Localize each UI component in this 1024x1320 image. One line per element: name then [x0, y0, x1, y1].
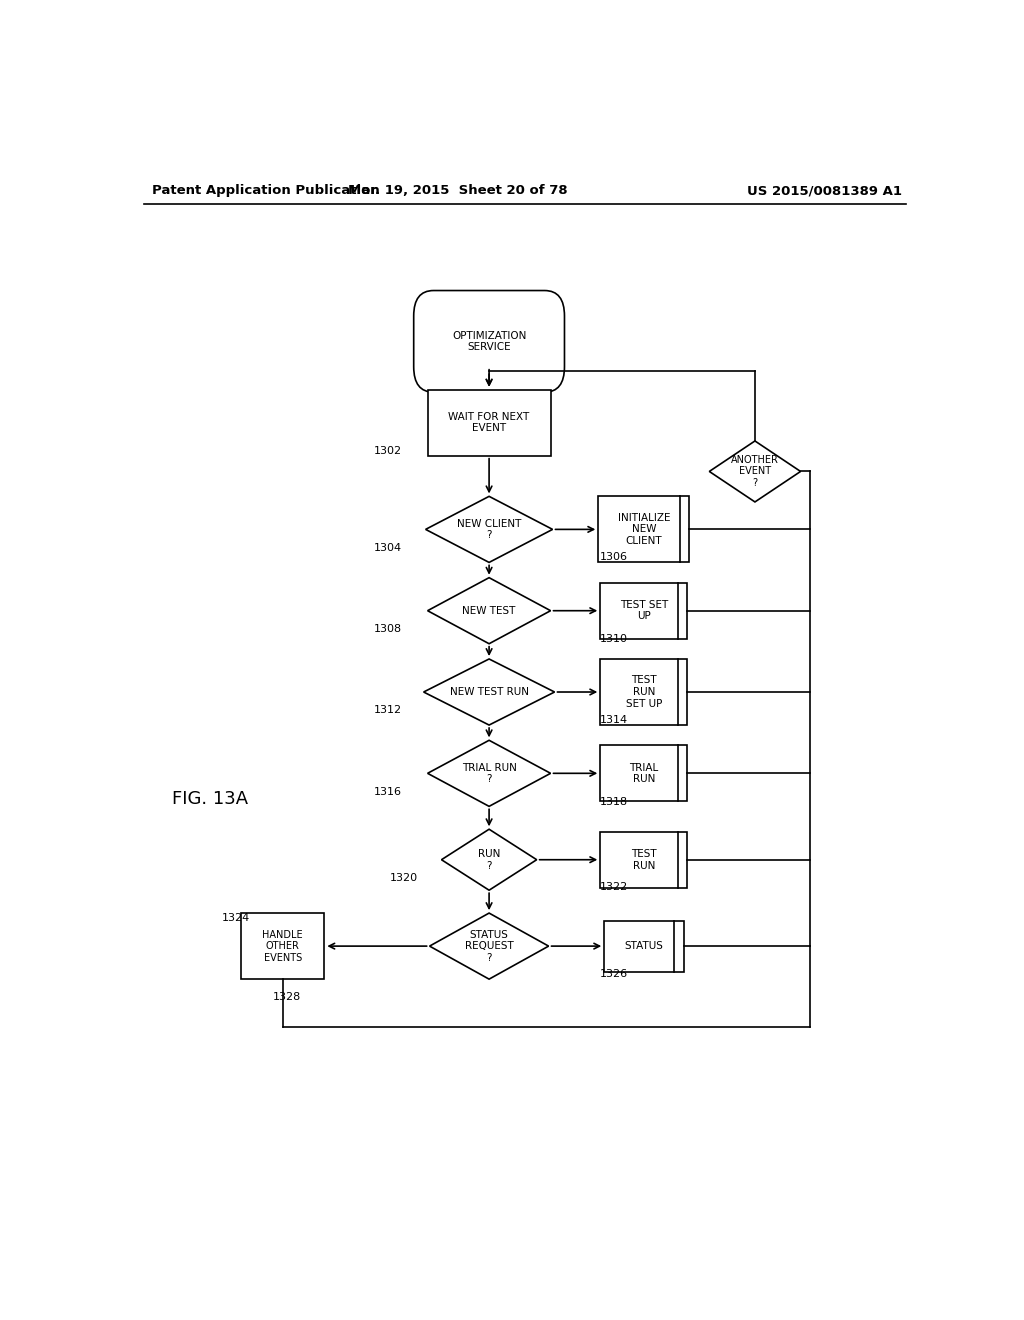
Text: Mar. 19, 2015  Sheet 20 of 78: Mar. 19, 2015 Sheet 20 of 78 [347, 185, 567, 198]
Text: TRIAL
RUN: TRIAL RUN [629, 763, 658, 784]
Text: NEW CLIENT
?: NEW CLIENT ? [457, 519, 521, 540]
Bar [600, 659, 687, 725]
Text: STATUS
REQUEST
?: STATUS REQUEST ? [465, 929, 513, 962]
Bar [428, 389, 551, 455]
Text: 1312: 1312 [374, 705, 402, 715]
Text: 1322: 1322 [600, 882, 629, 892]
Text: INITIALIZE
NEW
CLIENT: INITIALIZE NEW CLIENT [617, 512, 670, 546]
Text: 1306: 1306 [600, 552, 628, 562]
Text: TEST
RUN
SET UP: TEST RUN SET UP [626, 676, 663, 709]
Polygon shape [428, 578, 551, 644]
Text: 1318: 1318 [600, 797, 629, 807]
Text: 1304: 1304 [374, 543, 402, 553]
Text: TEST SET
UP: TEST SET UP [620, 599, 668, 622]
Text: TEST
RUN: TEST RUN [631, 849, 656, 870]
Polygon shape [441, 829, 537, 890]
Bar [600, 832, 687, 887]
Text: 1302: 1302 [374, 446, 402, 457]
Bar [241, 913, 325, 979]
Bar [600, 746, 687, 801]
Text: Patent Application Publication: Patent Application Publication [152, 185, 380, 198]
Text: NEW TEST: NEW TEST [463, 606, 516, 615]
Text: NEW TEST RUN: NEW TEST RUN [450, 686, 528, 697]
Text: WAIT FOR NEXT
EVENT: WAIT FOR NEXT EVENT [449, 412, 529, 433]
Bar [600, 582, 687, 639]
Text: 1310: 1310 [600, 634, 628, 644]
Polygon shape [710, 441, 801, 502]
Polygon shape [430, 913, 549, 979]
Text: 1326: 1326 [600, 969, 629, 978]
Text: US 2015/0081389 A1: US 2015/0081389 A1 [746, 185, 902, 198]
Text: 1308: 1308 [374, 624, 402, 634]
FancyBboxPatch shape [414, 290, 564, 392]
Bar [598, 496, 689, 562]
Polygon shape [428, 741, 551, 807]
Text: 1324: 1324 [221, 912, 250, 923]
Polygon shape [424, 659, 555, 725]
Text: STATUS: STATUS [625, 941, 664, 952]
Text: ANOTHER
EVENT
?: ANOTHER EVENT ? [731, 455, 779, 488]
Polygon shape [426, 496, 553, 562]
Text: 1320: 1320 [390, 873, 418, 883]
Text: HANDLE
OTHER
EVENTS: HANDLE OTHER EVENTS [262, 929, 303, 962]
Text: OPTIMIZATION
SERVICE: OPTIMIZATION SERVICE [452, 330, 526, 352]
Bar [604, 921, 684, 972]
Text: RUN
?: RUN ? [478, 849, 501, 870]
Text: 1328: 1328 [272, 991, 301, 1002]
Text: 1316: 1316 [374, 787, 402, 796]
Text: TRIAL RUN
?: TRIAL RUN ? [462, 763, 516, 784]
Text: 1314: 1314 [600, 715, 629, 726]
Text: FIG. 13A: FIG. 13A [172, 789, 248, 808]
